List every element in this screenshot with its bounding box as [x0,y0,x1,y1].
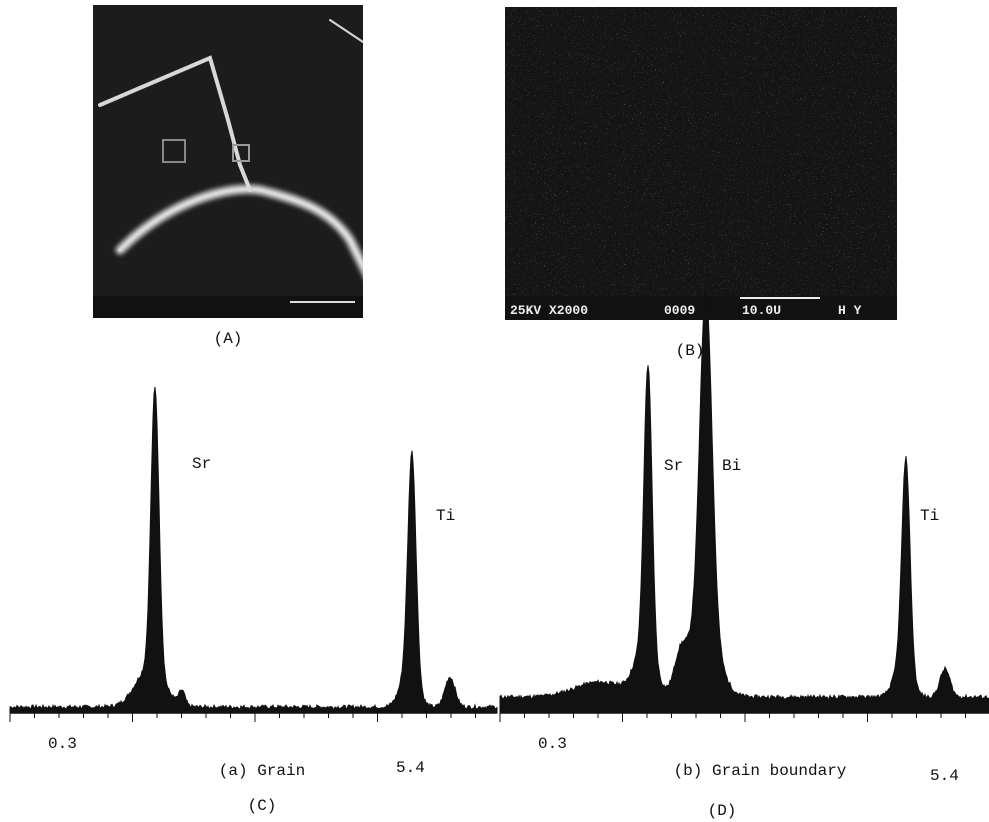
peak-label: Ti [436,507,455,525]
micrograph-label: (A) [214,330,243,348]
info-text: 10.0U [742,303,781,318]
spectrum [9,386,498,714]
axis-label: 5.4 [396,759,425,777]
info-text: 0009 [664,303,695,318]
axis-label: 0.3 [48,735,77,753]
caption: (a) Grain [219,762,305,780]
panel-label: (C) [248,797,277,815]
caption: (b) Grain boundary [674,762,847,780]
panel-label: (D) [708,802,737,820]
peak-label: Sr [192,455,211,473]
peak-label: Bi [722,457,741,475]
micrograph-b: 25KV X2000 0009 10.0U H Y [505,7,897,320]
peak-label: Sr [664,457,683,475]
micrograph-a [93,5,363,318]
micrograph-label: (B) [676,342,705,360]
axis-label: 5.4 [930,767,959,785]
info-text: 25KV X2000 [510,303,588,318]
axis-label: 0.3 [538,735,567,753]
spectrum [499,287,989,714]
info-text: H Y [838,303,862,318]
peak-label: Ti [920,507,939,525]
